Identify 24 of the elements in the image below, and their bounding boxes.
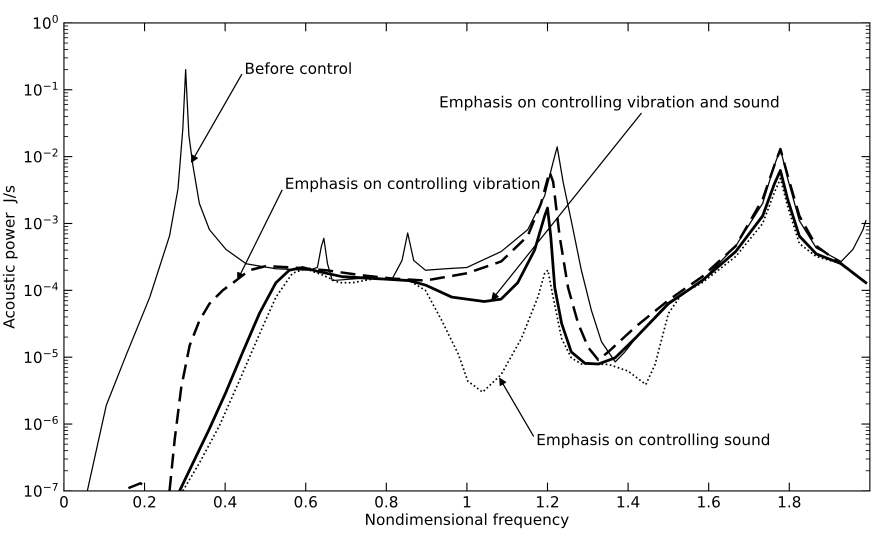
x-tick-label: 1.4: [618, 496, 640, 508]
y-tick-label: 10$^{−4}$: [24, 282, 58, 296]
y-tick-label: 10$^{−1}$: [24, 82, 58, 96]
annotation: Emphasis on controlling sound: [538, 433, 770, 448]
y-tick-label: 10$^{−5}$: [24, 349, 58, 364]
x-axis-title: Nondimensional frequency: [366, 513, 569, 528]
annotation: Before control: [246, 62, 351, 74]
x-tick-label: 0: [60, 496, 68, 508]
y-tick-label: 10$^{0}$: [34, 14, 58, 29]
annotation: Emphasis on controlling vibration and sound: [440, 96, 778, 111]
x-tick-label: 1.2: [537, 496, 558, 508]
y-axis-title: Acoustic power J/s: [2, 186, 18, 329]
annotation: Emphasis on controlling vibration: [286, 177, 540, 192]
x-tick-label: 1: [464, 496, 470, 508]
x-tick-label: 1.8: [778, 496, 800, 508]
y-tick-label: 10$^{−2}$: [24, 148, 58, 163]
y-tick-label: 10$^{−7}$: [24, 482, 58, 497]
x-tick-label: 0.8: [375, 496, 398, 508]
x-tick-label: 0.2: [133, 496, 156, 508]
x-tick-label: 1.6: [698, 496, 720, 508]
y-tick-label: 10$^{−6}$: [24, 416, 58, 430]
x-tick-label: 0.6: [294, 496, 317, 508]
y-tick-label: 10$^{−3}$: [24, 215, 58, 230]
x-tick-label: 0.4: [214, 496, 236, 508]
